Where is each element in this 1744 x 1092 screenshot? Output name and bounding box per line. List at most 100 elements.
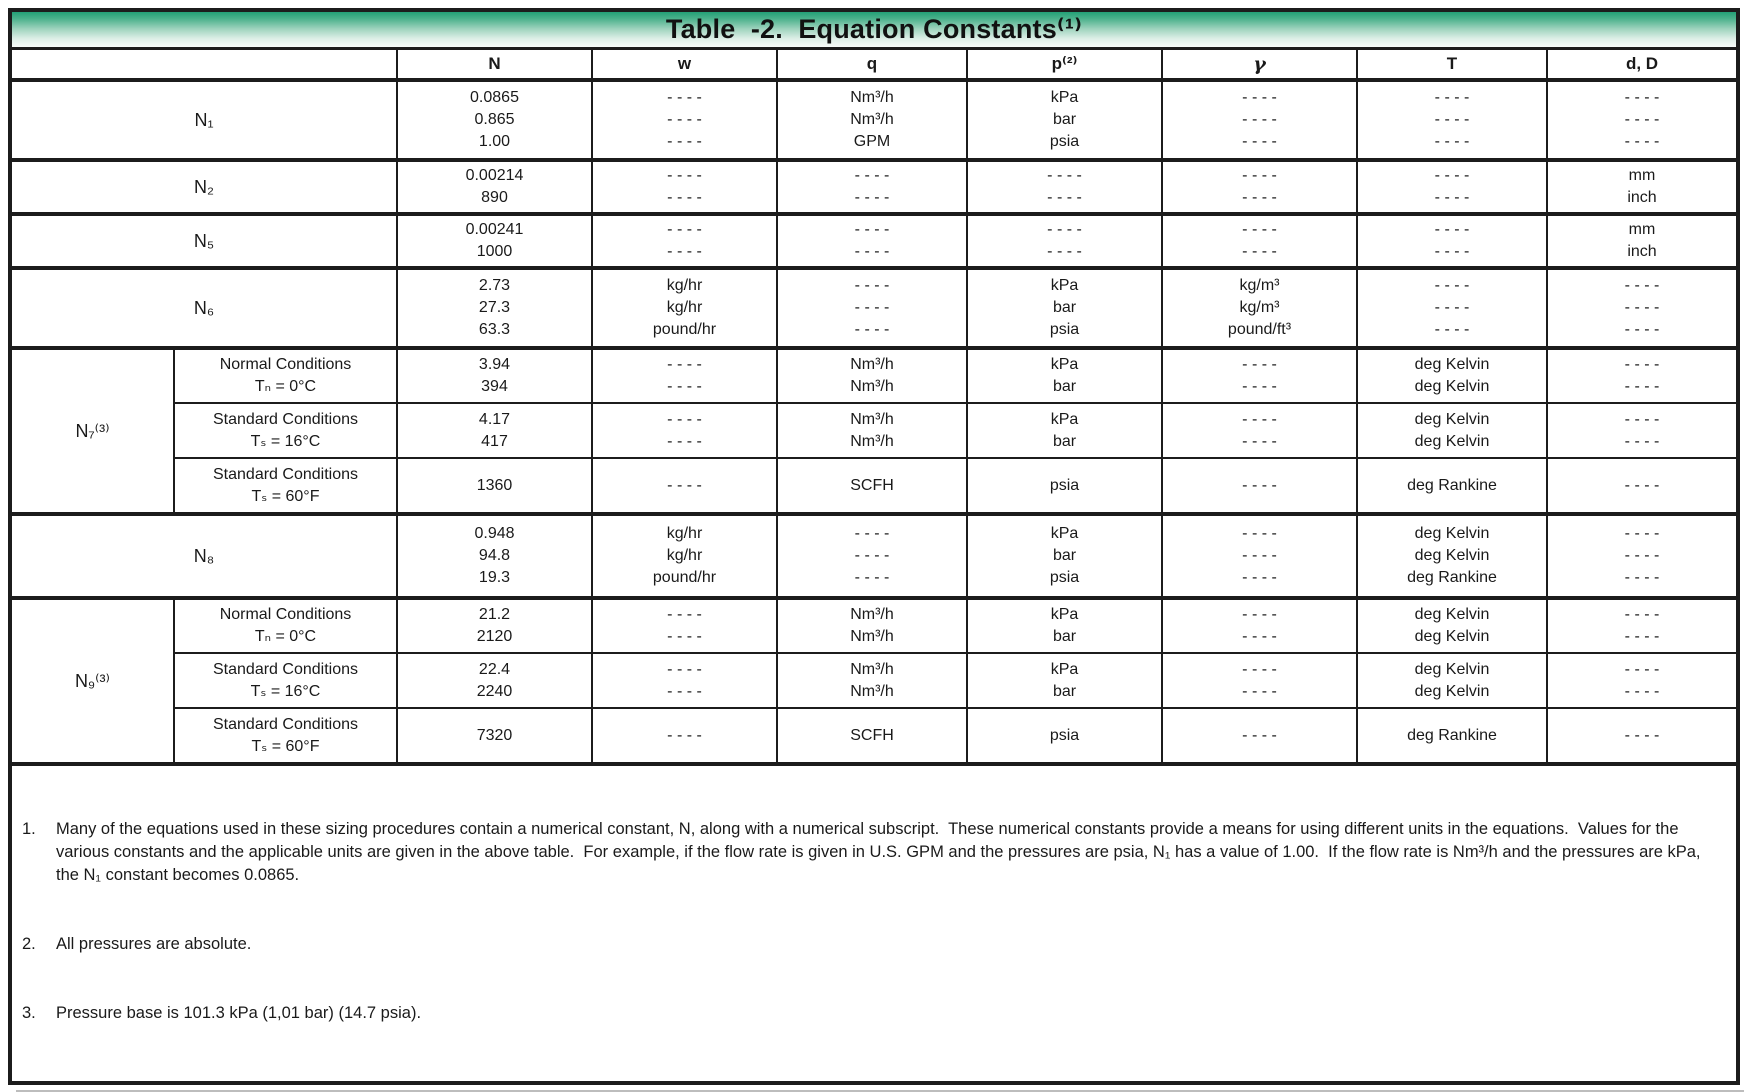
table-cell: kPa bar xyxy=(966,596,1163,654)
table-row-n7-standard60: Standard Conditions Tₛ = 60°F 1360 - - -… xyxy=(10,457,1739,515)
table-cell: - - - - - - - - xyxy=(591,596,778,654)
table-cell: psia xyxy=(966,457,1163,515)
table-cell: deg Kelvin deg Kelvin xyxy=(1356,402,1548,459)
condition-cell: Standard Conditions Tₛ = 60°F xyxy=(173,707,398,765)
condition-cell: Standard Conditions Tₛ = 16°C xyxy=(173,402,398,459)
table-cell: kPa bar xyxy=(966,346,1163,404)
table-cell: - - - - - - - - xyxy=(1356,212,1548,269)
column-header-T: T xyxy=(1356,47,1548,82)
table-cell: - - - - - - - - - - - - xyxy=(1546,266,1739,349)
table-cell: - - - - - - - - - - - - xyxy=(776,512,968,599)
table-cell: - - - - - - - - - - - - xyxy=(1356,78,1548,161)
table-cell: psia xyxy=(966,707,1163,765)
table-cell: - - - - xyxy=(1161,457,1358,515)
table-cell: - - - - - - - - - - - - xyxy=(591,78,778,161)
condition-cell: Standard Conditions Tₛ = 16°C xyxy=(173,652,398,709)
table-cell: kg/m³ kg/m³ pound/ft³ xyxy=(1161,266,1358,349)
table-row-n9-standard16: Standard Conditions Tₛ = 16°C 22.4 2240 … xyxy=(10,652,1739,709)
column-header-gamma: γ xyxy=(1161,47,1358,82)
table-cell: - - - - - - - - xyxy=(1161,346,1358,404)
table-cell: - - - - - - - - xyxy=(966,212,1163,269)
table-cell: deg Rankine xyxy=(1356,457,1548,515)
table-cell: - - - - - - - - xyxy=(1161,158,1358,215)
table-cell: Nm³/h Nm³/h GPM xyxy=(776,78,968,161)
table-cell: - - - - - - - - - - - - xyxy=(776,266,968,349)
table-cell: - - - - xyxy=(1546,457,1739,515)
table-cell: - - - - - - - - - - - - xyxy=(1161,512,1358,599)
table-cell: kPa bar psia xyxy=(966,266,1163,349)
table-row-n8: N₈ 0.948 94.8 19.3 kg/hr kg/hr pound/hr … xyxy=(9,512,1739,599)
table-row-n6: N₆ 2.73 27.3 63.3 kg/hr kg/hr pound/hr -… xyxy=(9,266,1739,349)
table-cell: Nm³/h Nm³/h xyxy=(776,346,968,404)
table-cell: Nm³/h Nm³/h xyxy=(776,596,968,654)
footnotes-area: 1. Many of the equations used in these s… xyxy=(9,762,1739,1084)
table-row-n7-standard16: Standard Conditions Tₛ = 16°C 4.17 417 -… xyxy=(10,402,1739,459)
table-cell: deg Kelvin deg Kelvin xyxy=(1356,596,1548,654)
condition-cell: Normal Conditions Tₙ = 0°C xyxy=(173,346,398,404)
table-cell: - - - - - - - - xyxy=(591,652,778,709)
table-cell: - - - - - - - - xyxy=(1161,402,1358,459)
footnote-text: Pressure base is 101.3 kPa (1,01 bar) (1… xyxy=(56,1004,422,1022)
table-cell: 0.0865 0.865 1.00 xyxy=(396,78,593,161)
column-header-q: q xyxy=(776,47,968,82)
table-cell: 3.94 394 xyxy=(396,346,593,404)
table-cell: - - - - - - - - xyxy=(591,346,778,404)
table-cell: - - - - xyxy=(1546,707,1739,765)
table-cell: - - - - - - - - xyxy=(591,212,778,269)
column-header-w: w xyxy=(591,47,778,82)
group-label-n7: N₇⁽³⁾ xyxy=(9,346,175,515)
table-cell: - - - - - - - - xyxy=(1161,596,1358,654)
group-label-n8: N₈ xyxy=(9,512,398,599)
header-row: N w q p⁽²⁾ γ T d, D xyxy=(9,47,1739,82)
column-header-blank xyxy=(9,47,398,82)
group-label-n2: N₂ xyxy=(9,158,398,215)
table-row-n9-standard60: Standard Conditions Tₛ = 60°F 7320 - - -… xyxy=(10,707,1739,765)
table-cell: kPa bar xyxy=(966,652,1163,709)
group-label-n5: N₅ xyxy=(9,212,398,269)
table-cell: - - - - xyxy=(591,457,778,515)
footnote-text: All pressures are absolute. xyxy=(56,935,252,953)
footnote-3: 3. Pressure base is 101.3 kPa (1,01 bar)… xyxy=(22,1002,1720,1025)
table-row-n1: N₁ 0.0865 0.865 1.00 - - - - - - - - - -… xyxy=(9,78,1739,161)
table-cell: - - - - - - - - - - - - xyxy=(1161,78,1358,161)
table-cell: deg Kelvin deg Kelvin deg Rankine xyxy=(1356,512,1548,599)
equation-constants-table: Table -2. Equation Constants⁽¹⁾ N w q p⁽… xyxy=(8,8,1740,1085)
footnote-text: Many of the equations used in these sizi… xyxy=(56,820,1706,884)
table-cell: 22.4 2240 xyxy=(396,652,593,709)
table-cell: 0.948 94.8 19.3 xyxy=(396,512,593,599)
condition-cell: Normal Conditions Tₙ = 0°C xyxy=(173,596,398,654)
table-cell: - - - - - - - - xyxy=(1356,158,1548,215)
footnote-number: 3. xyxy=(22,1004,36,1022)
table-cell: - - - - - - - - xyxy=(1546,652,1739,709)
table-cell: - - - - - - - - xyxy=(776,212,968,269)
table-cell: kg/hr kg/hr pound/hr xyxy=(591,512,778,599)
footnote-2: 2. All pressures are absolute. xyxy=(22,933,1720,956)
table-cell: - - - - - - - - xyxy=(591,158,778,215)
table-cell: kg/hr kg/hr pound/hr xyxy=(591,266,778,349)
table-cell: kPa bar xyxy=(966,402,1163,459)
table-cell: 21.2 2120 xyxy=(396,596,593,654)
table-cell: mm inch xyxy=(1546,212,1739,269)
table-cell: Nm³/h Nm³/h xyxy=(776,402,968,459)
footnote-1: 1. Many of the equations used in these s… xyxy=(22,818,1720,887)
footnotes-row: 1. Many of the equations used in these s… xyxy=(9,762,1739,1084)
table-cell: 7320 xyxy=(396,707,593,765)
table-cell: deg Kelvin deg Kelvin xyxy=(1356,346,1548,404)
table-cell: SCFH xyxy=(776,457,968,515)
table-cell: - - - - - - - - xyxy=(1546,402,1739,459)
table-title: Table -2. Equation Constants⁽¹⁾ xyxy=(9,9,1739,50)
title-row: Table -2. Equation Constants⁽¹⁾ xyxy=(9,9,1739,50)
table-row-n2: N₂ 0.00214 890 - - - - - - - - - - - - -… xyxy=(9,158,1739,215)
condition-cell: Standard Conditions Tₛ = 60°F xyxy=(173,457,398,515)
table-cell: deg Rankine xyxy=(1356,707,1548,765)
table-row-n7-normal: N₇⁽³⁾ Normal Conditions Tₙ = 0°C 3.94 39… xyxy=(9,346,1739,515)
table-cell: - - - - - - - - xyxy=(1161,652,1358,709)
table-cell: - - - - - - - - xyxy=(1546,346,1739,404)
footnote-number: 1. xyxy=(22,820,36,838)
column-header-N: N xyxy=(396,47,593,82)
table-cell: 0.00214 890 xyxy=(396,158,593,215)
table-cell: mm inch xyxy=(1546,158,1739,215)
table-cell: Nm³/h Nm³/h xyxy=(776,652,968,709)
table-cell: 4.17 417 xyxy=(396,402,593,459)
